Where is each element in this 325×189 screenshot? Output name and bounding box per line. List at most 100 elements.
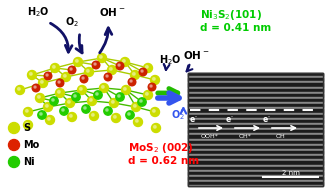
Circle shape (53, 66, 55, 68)
Text: H$_2$O: H$_2$O (159, 53, 181, 67)
Circle shape (46, 105, 48, 107)
Circle shape (94, 63, 96, 65)
Text: d = 0.41 nm: d = 0.41 nm (200, 23, 271, 33)
Circle shape (134, 118, 142, 126)
Text: OH: OH (276, 135, 286, 139)
Text: e: e (262, 115, 267, 125)
Bar (188, 159, 323, 161)
Bar (188, 92, 323, 94)
Circle shape (37, 95, 40, 98)
Bar (188, 133, 323, 135)
Bar (188, 125, 323, 128)
Circle shape (98, 53, 107, 63)
Bar (188, 113, 323, 115)
Circle shape (26, 122, 28, 125)
Bar (188, 97, 323, 99)
Circle shape (121, 57, 129, 67)
Text: OH*: OH* (239, 135, 252, 139)
Text: e: e (189, 115, 195, 125)
Circle shape (74, 95, 76, 97)
Circle shape (146, 66, 148, 68)
Circle shape (56, 79, 64, 87)
Circle shape (123, 60, 125, 62)
Bar (188, 167, 323, 170)
Bar (188, 120, 323, 123)
Bar (188, 83, 323, 87)
Circle shape (80, 88, 82, 90)
Circle shape (50, 97, 58, 105)
Circle shape (62, 109, 64, 111)
Circle shape (134, 105, 136, 107)
Circle shape (104, 73, 112, 81)
Bar (188, 115, 323, 118)
Circle shape (73, 57, 83, 67)
Circle shape (128, 113, 130, 115)
Bar (188, 102, 323, 104)
Circle shape (111, 101, 114, 103)
Circle shape (126, 111, 134, 119)
Bar (188, 151, 323, 154)
Circle shape (146, 93, 148, 95)
Text: -: - (231, 115, 233, 119)
Circle shape (68, 112, 76, 122)
Circle shape (144, 91, 152, 99)
Circle shape (140, 100, 142, 102)
Bar (188, 99, 323, 102)
Circle shape (41, 81, 43, 83)
Bar (188, 161, 323, 165)
Text: 2 nm: 2 nm (281, 170, 299, 176)
Circle shape (82, 105, 90, 113)
Bar (188, 177, 323, 180)
Text: e: e (225, 115, 231, 125)
Circle shape (70, 115, 72, 117)
Bar (188, 180, 323, 182)
Circle shape (92, 114, 94, 116)
Circle shape (46, 74, 48, 76)
Circle shape (110, 98, 119, 108)
Bar (188, 76, 323, 78)
Circle shape (132, 102, 140, 112)
Bar (188, 89, 323, 92)
Circle shape (35, 94, 45, 102)
Circle shape (84, 107, 86, 109)
Circle shape (99, 84, 109, 92)
Circle shape (77, 85, 86, 94)
Circle shape (63, 74, 66, 77)
Bar (188, 109, 323, 113)
Bar (188, 175, 323, 177)
Circle shape (75, 60, 78, 62)
Circle shape (122, 85, 131, 94)
Bar (188, 141, 323, 144)
Text: S: S (23, 123, 30, 133)
Bar (188, 182, 323, 185)
Circle shape (82, 77, 84, 79)
Bar (188, 107, 323, 109)
Bar (188, 118, 323, 120)
Text: OOH*: OOH* (201, 135, 219, 139)
Circle shape (84, 67, 94, 77)
Circle shape (144, 64, 152, 73)
Bar (188, 87, 323, 89)
Circle shape (66, 98, 74, 108)
Circle shape (58, 91, 60, 93)
Circle shape (136, 119, 138, 122)
Circle shape (8, 139, 20, 150)
Circle shape (89, 98, 92, 101)
Circle shape (47, 118, 50, 120)
Circle shape (80, 75, 88, 83)
Bar (188, 185, 323, 186)
Text: O$_2$: O$_2$ (171, 108, 185, 122)
Circle shape (30, 73, 32, 75)
Circle shape (113, 115, 116, 118)
Circle shape (61, 73, 71, 81)
Circle shape (46, 115, 55, 125)
Circle shape (32, 84, 40, 92)
Circle shape (108, 66, 116, 74)
Circle shape (106, 75, 108, 77)
Text: d = 0.62 nm: d = 0.62 nm (128, 156, 199, 166)
Bar (188, 165, 323, 167)
Circle shape (138, 98, 146, 106)
Circle shape (28, 70, 36, 80)
Circle shape (110, 67, 112, 70)
Bar (188, 81, 323, 83)
